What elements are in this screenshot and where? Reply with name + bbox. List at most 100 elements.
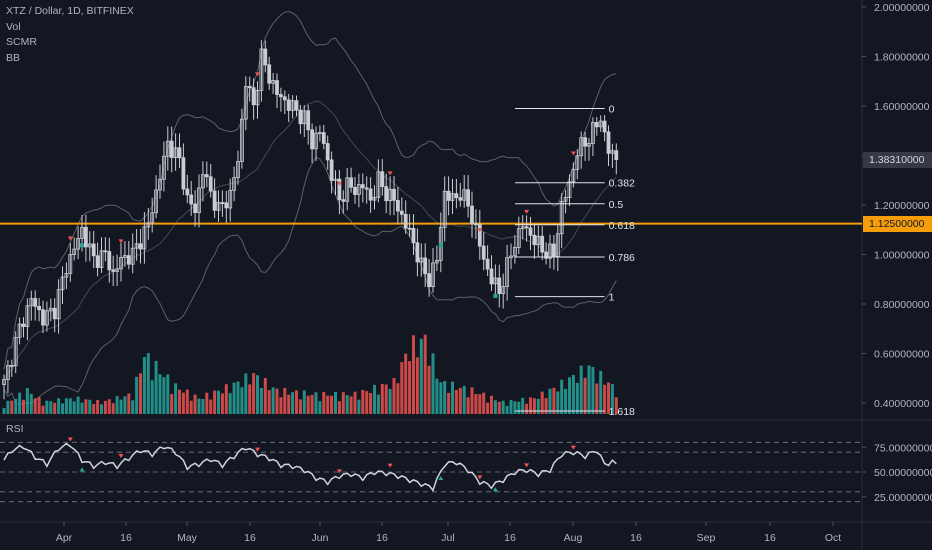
study-scmr[interactable]: SCMR (6, 36, 37, 48)
candle-body (434, 259, 439, 264)
candle-body (95, 255, 100, 268)
candle-body (513, 246, 517, 257)
volume-bar (193, 394, 197, 414)
candle-body (84, 226, 88, 248)
candle-body (466, 189, 471, 207)
sell-signal-marker (477, 228, 483, 233)
study-vol[interactable]: Vol (6, 20, 21, 33)
volume-bar (162, 377, 166, 414)
time-axis-label: Jul (441, 532, 454, 544)
candle-body (60, 276, 65, 291)
candle-body (579, 137, 584, 157)
candle-body (462, 189, 467, 201)
candle-body (52, 307, 57, 320)
volume-bar (423, 334, 427, 414)
candle-body (294, 100, 299, 111)
volume-bar (298, 399, 302, 414)
candle-body (567, 181, 572, 198)
volume-bar (14, 398, 18, 414)
candle-body (306, 110, 311, 131)
volume-bar (396, 383, 400, 414)
volume-bar (213, 390, 217, 414)
candle-body (317, 132, 322, 135)
volume-bar (610, 384, 614, 414)
volume-bar (267, 390, 271, 414)
volume-bar (583, 377, 587, 414)
candle-body (2, 379, 6, 385)
rsi-buy-marker (438, 475, 444, 480)
volume-bar (595, 383, 599, 414)
candle-body (173, 147, 178, 159)
volume-bar (443, 381, 447, 414)
candle-body (228, 189, 233, 209)
price-axis-label: 1.00000000 (874, 250, 930, 262)
volume-bar (84, 399, 88, 414)
candle-body (271, 80, 276, 84)
time-axis-label: 16 (504, 532, 516, 544)
rsi-buy-marker (492, 487, 498, 492)
candle-body (247, 86, 252, 89)
candle-body (278, 94, 283, 98)
chart-legend: XTZ / Dollar, 1D, BITFINEX Vol SCMR BB (6, 4, 134, 66)
candle-body (177, 147, 182, 159)
candle-body (111, 269, 116, 272)
candle-body (473, 223, 478, 226)
rsi-sell-marker (255, 447, 260, 452)
volume-bar (361, 389, 365, 414)
volume-bar (517, 401, 521, 414)
volume-bar (2, 408, 6, 414)
candle-body (356, 184, 361, 195)
volume-bar (400, 362, 404, 414)
symbol-title[interactable]: XTZ / Dollar, 1D, BITFINEX (6, 5, 134, 17)
price-axis-label: 0.60000000 (874, 349, 930, 361)
sell-signal-marker (67, 236, 73, 241)
candle-body (310, 129, 315, 150)
candle-body (591, 122, 595, 144)
candle-body (48, 307, 53, 312)
volume-bar (263, 378, 267, 414)
time-axis-label: Apr (56, 532, 73, 544)
candle-body (384, 186, 389, 202)
candle-body (91, 243, 96, 257)
candle-body (263, 48, 268, 66)
time-axis-label: Oct (825, 532, 841, 544)
study-bb[interactable]: BB (6, 51, 21, 64)
candle-body (501, 286, 506, 295)
candle-body (583, 137, 587, 147)
candle-body (427, 273, 432, 288)
volume-bar (115, 396, 119, 414)
volume-bar (419, 338, 423, 414)
volume-bar (127, 393, 131, 414)
volume-bar (283, 388, 287, 414)
candle-body (298, 109, 303, 125)
volume-bar (119, 399, 123, 414)
rsi-axis-label: 50.00000000 (874, 467, 932, 479)
volume-bar (135, 376, 139, 414)
candle-body (275, 80, 279, 95)
volume-bar (388, 388, 392, 414)
fib-level-label: 1 (609, 292, 615, 304)
candle-body (107, 251, 112, 271)
candle-body (552, 243, 556, 257)
candle-body (204, 174, 209, 178)
volume-bar (540, 391, 544, 414)
candle-body (243, 86, 248, 120)
volume-bar (482, 392, 486, 414)
time-axis-label: 16 (244, 532, 256, 544)
candle-body (72, 248, 77, 256)
volume-bar (497, 401, 501, 414)
fib-level-label: 0 (609, 103, 615, 115)
volume-bar (369, 393, 373, 414)
volume-bar (490, 395, 493, 414)
rsi-pane-label[interactable]: RSI (6, 423, 24, 435)
candle-body (193, 203, 198, 214)
volume-bar (614, 397, 618, 414)
candle-body (419, 257, 424, 263)
candle-body (33, 298, 38, 307)
volume-bar (150, 380, 154, 414)
volume-bar (103, 400, 107, 414)
time-axis-label: Aug (564, 532, 583, 544)
candle-body (563, 197, 568, 202)
candle-body (415, 242, 420, 263)
